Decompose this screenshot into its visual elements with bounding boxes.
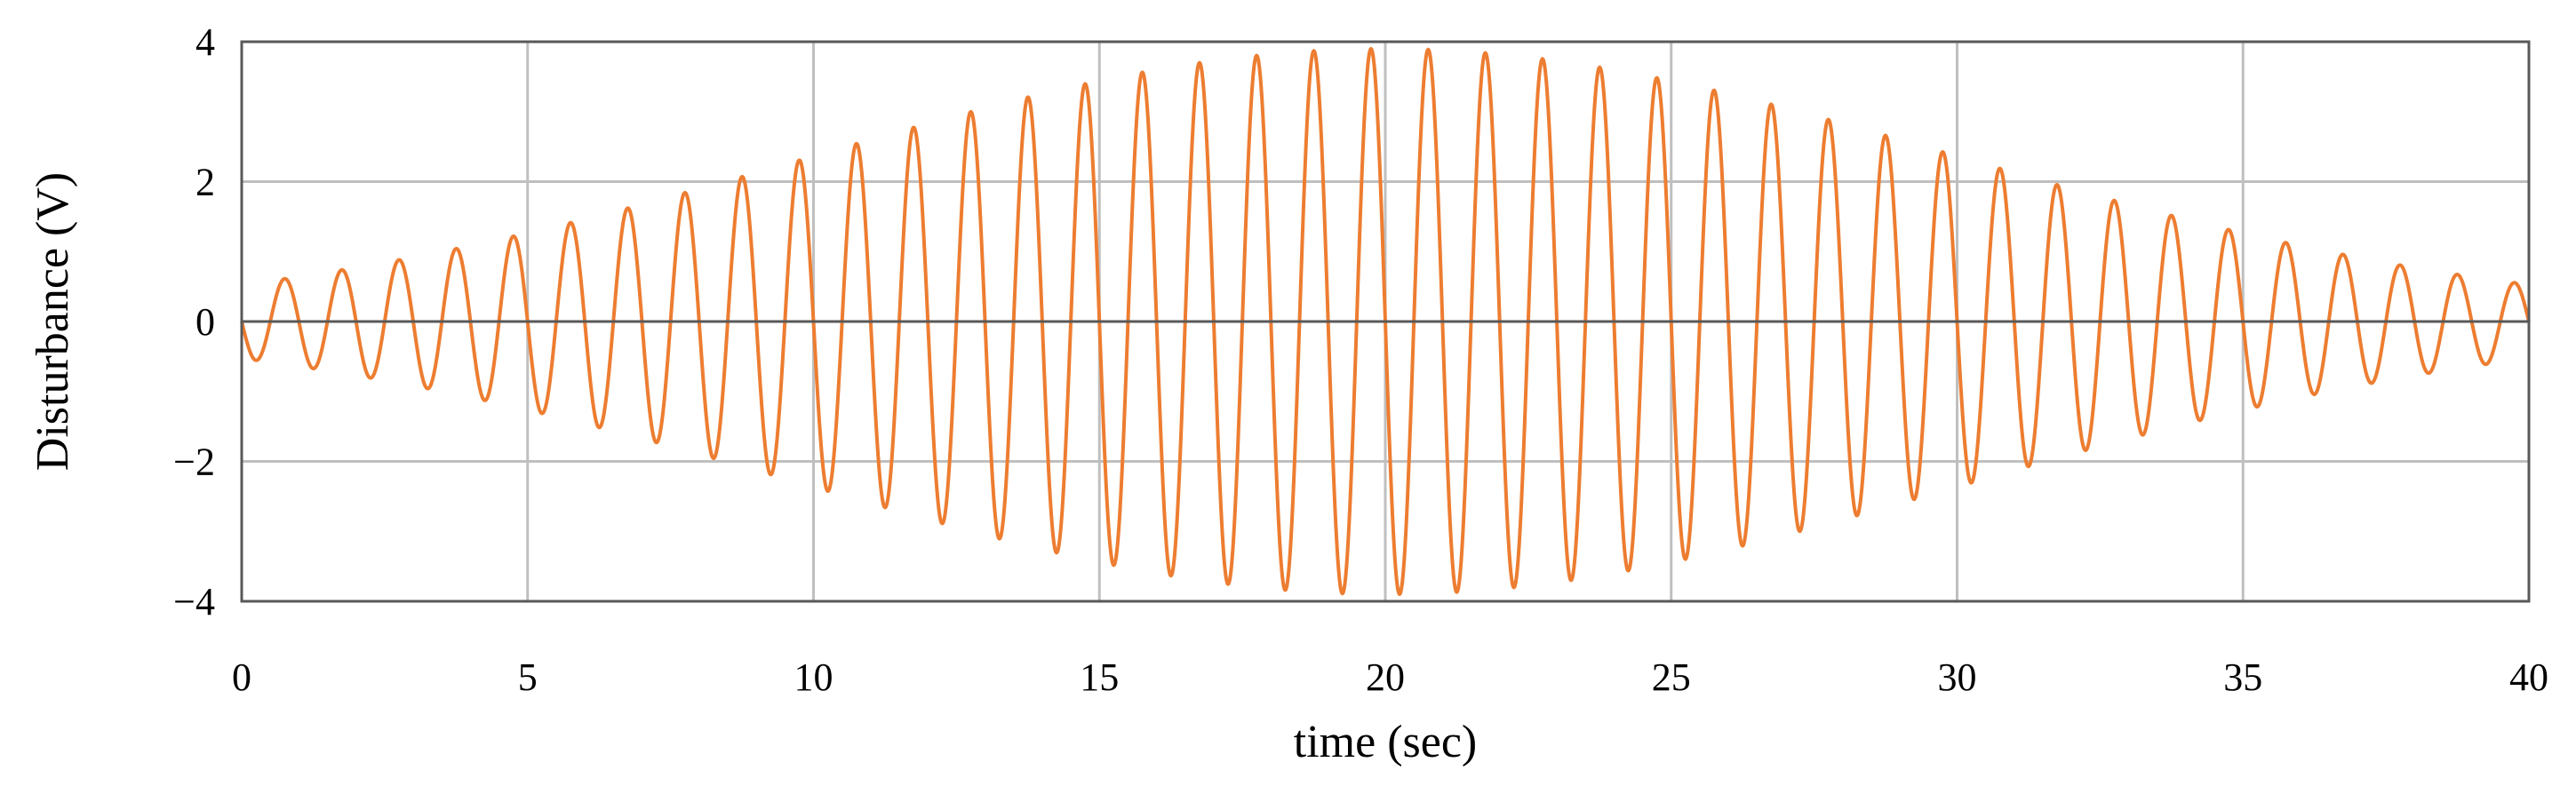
x-tick-label: 40 (2509, 655, 2548, 699)
y-tick-label: −2 (173, 441, 215, 484)
y-tick-label: 0 (195, 300, 215, 344)
x-tick-label: 10 (794, 655, 833, 699)
y-axis-title: Disturbance (V) (28, 172, 78, 471)
x-tick-label: 30 (1938, 655, 1977, 699)
x-tick-labels: 0 5 10 15 20 25 30 35 40 (232, 655, 2548, 699)
x-tick-label: 5 (518, 655, 538, 699)
x-tick-label: 0 (232, 655, 251, 699)
x-tick-label: 15 (1080, 655, 1119, 699)
y-tick-label: −4 (173, 580, 215, 623)
x-axis-title: time (sec) (1294, 717, 1477, 767)
y-tick-labels: 4 2 0 −2 −4 (173, 20, 215, 623)
x-tick-label: 20 (1366, 655, 1405, 699)
x-tick-label: 25 (1652, 655, 1691, 699)
y-tick-label: 4 (195, 20, 215, 64)
y-tick-label: 2 (195, 161, 215, 204)
plot-frame (240, 40, 2531, 603)
series-layer (240, 46, 2531, 597)
x-tick-label: 35 (2223, 655, 2262, 699)
